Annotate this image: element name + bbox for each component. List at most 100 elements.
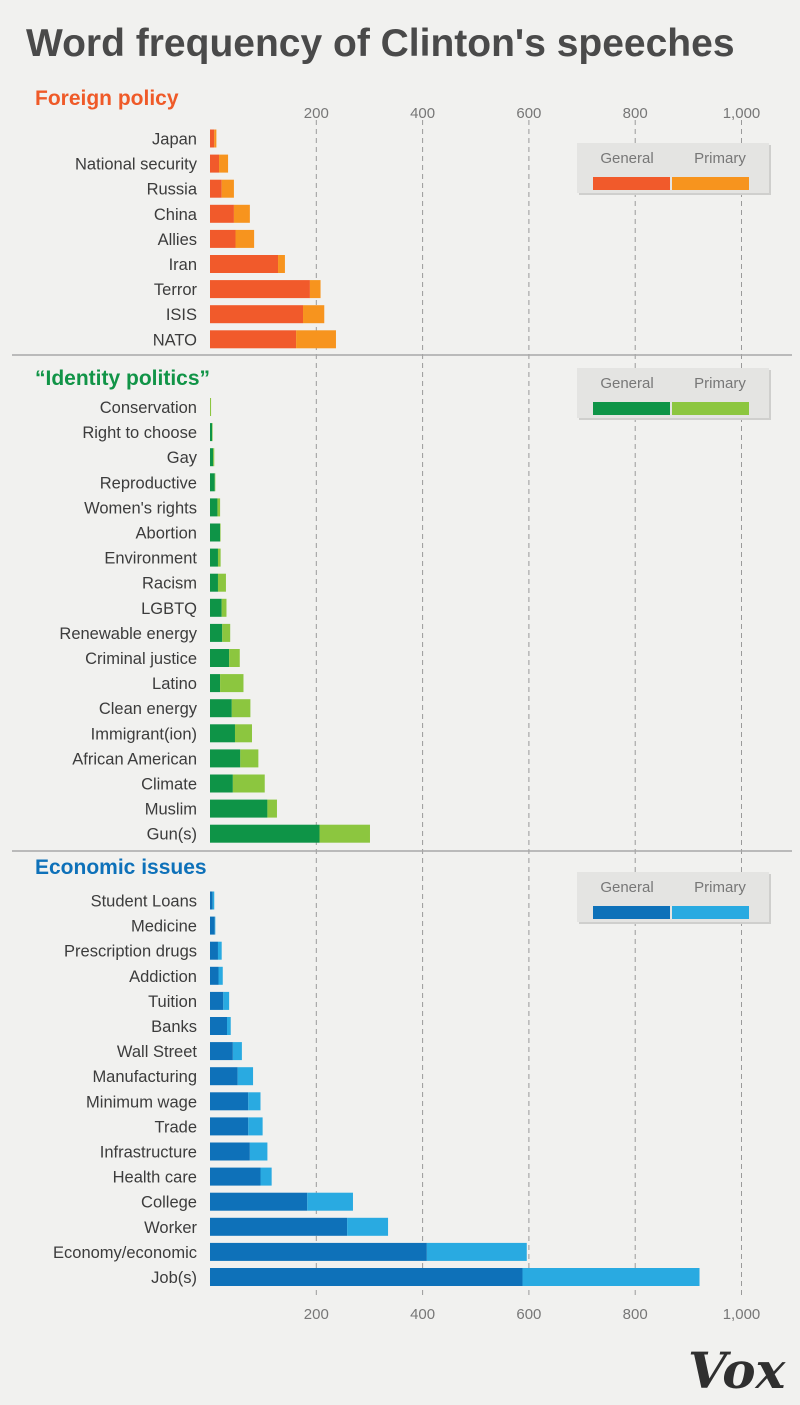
- bar-row: NATO: [153, 330, 336, 349]
- bar-general: [210, 649, 230, 667]
- bar-primary: [214, 129, 217, 148]
- bar-row: Conservation: [100, 398, 212, 417]
- bar-row: Clean energy: [99, 699, 251, 718]
- bar-general: [210, 1142, 250, 1161]
- bar-general: [210, 473, 215, 492]
- bar-primary: [267, 799, 277, 818]
- category-label: ISIS: [166, 306, 197, 324]
- bar-general: [210, 1192, 308, 1211]
- category-label: Job(s): [151, 1269, 197, 1287]
- category-label: Clean energy: [99, 700, 198, 718]
- bar-primary: [235, 229, 255, 248]
- bar-general: [210, 548, 218, 567]
- bar-general: [210, 523, 221, 542]
- legend: General Primary: [577, 872, 771, 924]
- bar-general: [210, 154, 220, 173]
- panel-title: Economic issues: [35, 856, 207, 879]
- category-label: NATO: [153, 331, 197, 349]
- category-label: Gun(s): [147, 826, 197, 844]
- category-label: Worker: [144, 1219, 197, 1237]
- category-label: Addiction: [129, 968, 197, 986]
- bar-row: Renewable energy: [59, 623, 231, 643]
- bar-primary: [240, 749, 259, 768]
- bar-general: [210, 799, 268, 818]
- legend-label-general: General: [600, 879, 653, 896]
- bar-primary: [210, 398, 212, 416]
- category-label: Latino: [152, 675, 197, 693]
- bar-row: Racism: [142, 573, 226, 593]
- x-axis-top: 200 400 600 800 1,000: [304, 105, 760, 122]
- bar-row: Russia: [147, 179, 234, 199]
- bar-general: [210, 204, 234, 223]
- bar-primary: [296, 330, 336, 349]
- bar-row: Infrastructure: [100, 1142, 268, 1162]
- legend: General Primary: [577, 368, 771, 420]
- category-label: Abortion: [136, 525, 197, 543]
- bar-primary: [234, 724, 252, 743]
- bar-general: [210, 598, 222, 617]
- bar-row: Economy/economic: [53, 1242, 527, 1262]
- legend-swatch-primary: [672, 177, 749, 190]
- bar-primary: [217, 548, 221, 567]
- tick-label-top-200: 200: [304, 105, 329, 122]
- legend-swatch-general: [593, 177, 670, 190]
- category-label: National security: [75, 156, 198, 174]
- bar-primary: [222, 623, 231, 642]
- bar-general: [210, 280, 310, 299]
- bar-general: [210, 724, 235, 743]
- x-axis-bottom: 200 400 600 800 1,000: [304, 1306, 760, 1323]
- bar-primary: [213, 448, 215, 467]
- bar-row: Allies: [158, 229, 255, 249]
- bar-primary: [307, 1192, 353, 1211]
- legend-label-general: General: [600, 150, 653, 167]
- bar-general: [210, 498, 218, 517]
- bar-general: [210, 623, 223, 642]
- bar-general: [210, 1017, 228, 1035]
- bar-primary: [219, 154, 229, 173]
- panel-2: Economic issues Student Loans Medicine Pres…: [35, 856, 771, 1287]
- tick-label-top-600: 600: [516, 105, 541, 122]
- bar-row: Terror: [154, 280, 321, 299]
- category-label: Tuition: [148, 993, 197, 1011]
- panel-title: “Identity politics”: [35, 367, 210, 390]
- category-label: Health care: [113, 1169, 197, 1187]
- panel-title: Foreign policy: [35, 87, 179, 110]
- category-label: Infrastructure: [100, 1144, 197, 1162]
- bar-general: [210, 179, 222, 198]
- bar-general: [210, 1167, 261, 1186]
- category-label: Trade: [155, 1118, 198, 1136]
- legend: General Primary: [577, 143, 771, 195]
- bar-row: Immigrant(ion): [91, 724, 252, 743]
- chart-title: Word frequency of Clinton's speeches: [26, 22, 735, 65]
- bar-row: Tuition: [148, 991, 230, 1011]
- legend-swatch-primary: [672, 402, 749, 415]
- bar-primary: [217, 941, 222, 960]
- bar-general: [210, 1117, 249, 1136]
- bar-row: National security: [75, 154, 229, 174]
- bar-general: [210, 255, 279, 273]
- category-label: Manufacturing: [92, 1068, 197, 1086]
- bar-general: [210, 674, 221, 693]
- bar-primary: [319, 824, 370, 843]
- bar-row: Latino: [152, 674, 244, 693]
- bar-primary: [231, 699, 251, 718]
- category-label: Women's rights: [84, 499, 197, 517]
- bar-row: Gun(s): [147, 824, 370, 844]
- category-label: Allies: [158, 231, 197, 249]
- legend-label-general: General: [600, 375, 653, 392]
- bar-general: [210, 1067, 238, 1086]
- bar-primary: [214, 473, 216, 492]
- bar-row: Prescription drugs: [64, 941, 222, 961]
- bar-row: Student Loans: [91, 891, 215, 911]
- category-label: Environment: [104, 550, 197, 568]
- category-label: Gay: [167, 449, 198, 467]
- bar-row: Iran: [169, 255, 285, 274]
- category-label: Russia: [147, 181, 198, 199]
- bar-row: Muslim: [145, 799, 277, 819]
- bar-row: Health care: [113, 1167, 272, 1187]
- bar-primary: [522, 1268, 700, 1286]
- bar-row: Trade: [155, 1117, 263, 1136]
- category-label: Muslim: [145, 801, 197, 819]
- bar-row: Right to choose: [82, 423, 213, 442]
